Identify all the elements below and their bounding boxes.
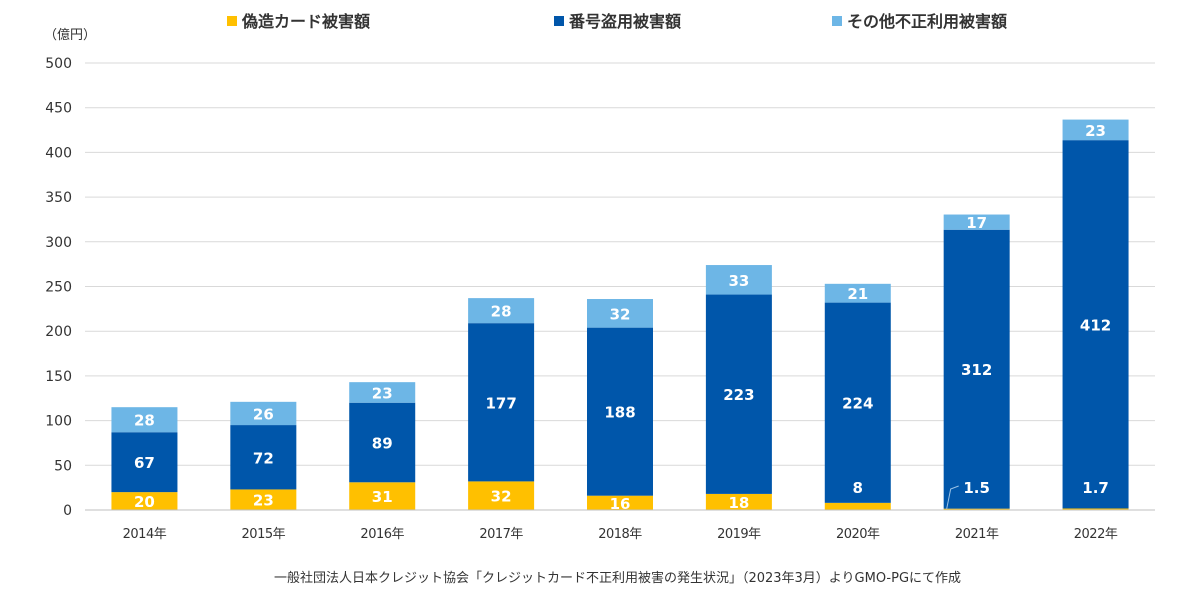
bar-segment xyxy=(468,298,535,324)
bar-segment xyxy=(230,401,297,426)
data-label: 32 xyxy=(491,488,512,506)
bar-segment xyxy=(468,481,535,510)
bar-segment xyxy=(1062,508,1129,510)
bar-segment xyxy=(230,489,297,510)
y-tick-label: 300 xyxy=(45,235,72,251)
data-label: 26 xyxy=(253,405,274,423)
bar-segment xyxy=(943,214,1010,230)
leader-line xyxy=(946,485,959,510)
data-label: 224 xyxy=(842,395,873,413)
bar-segment xyxy=(1062,140,1129,509)
bar-segment xyxy=(349,402,416,483)
data-label: 23 xyxy=(253,492,274,510)
bar-segment xyxy=(1062,119,1129,141)
bar-segment xyxy=(587,327,653,496)
data-label: 67 xyxy=(134,454,155,472)
bar-segment xyxy=(705,294,772,494)
x-tick-label: 2020年 xyxy=(836,527,880,542)
data-label: 223 xyxy=(723,386,754,404)
data-label: 177 xyxy=(485,394,516,412)
x-tick-label: 2018年 xyxy=(598,527,642,542)
legend-swatch xyxy=(554,16,564,26)
y-tick-label: 400 xyxy=(45,145,72,161)
bar-segment xyxy=(111,492,178,510)
bar-segment xyxy=(705,265,772,295)
legend-swatch xyxy=(832,16,842,26)
data-label: 23 xyxy=(372,384,393,402)
bar-segment xyxy=(705,493,772,510)
bar-segment xyxy=(824,502,891,510)
y-tick-label: 50 xyxy=(54,458,72,474)
y-tick-label: 200 xyxy=(45,324,72,340)
legend-label: 番号盗用被害額 xyxy=(568,12,681,31)
y-tick-label: 250 xyxy=(45,280,72,296)
legend-label: 偽造カード被害額 xyxy=(241,12,370,31)
data-label: 1.7 xyxy=(1082,479,1109,497)
data-label: 17 xyxy=(966,214,987,232)
data-label: 312 xyxy=(961,361,992,379)
y-tick-label: 350 xyxy=(45,190,72,206)
bar-segment xyxy=(824,283,891,303)
x-tick-label: 2014年 xyxy=(123,527,167,542)
x-tick-label: 2021年 xyxy=(955,527,999,542)
bar-segment xyxy=(349,382,416,403)
data-label: 20 xyxy=(134,493,155,511)
y-tick-label: 450 xyxy=(45,101,72,117)
bar-segment xyxy=(943,229,1010,509)
bar-segment xyxy=(230,425,297,490)
data-label: 188 xyxy=(604,404,635,422)
bar-segment xyxy=(587,299,653,328)
data-label: 18 xyxy=(728,494,749,512)
data-label: 28 xyxy=(491,303,512,321)
bar-segment xyxy=(468,323,535,482)
data-label: 72 xyxy=(253,449,274,467)
x-tick-label: 2015年 xyxy=(242,527,286,542)
data-label: 1.5 xyxy=(963,479,990,497)
x-tick-label: 2022年 xyxy=(1074,527,1118,542)
stacked-bar-chart: 0 50 100 150 200 250 300 350 400 450 500 （億円） 2014年 2… xyxy=(44,12,1155,542)
bar-segment xyxy=(111,432,178,493)
y-unit-label: （億円） xyxy=(44,27,96,43)
legend-swatch xyxy=(227,16,237,26)
y-tick-label: 500 xyxy=(45,56,72,72)
data-label: 28 xyxy=(134,412,155,430)
x-tick-label: 2017年 xyxy=(479,527,523,542)
data-label: 412 xyxy=(1080,316,1111,334)
x-tick-label: 2019年 xyxy=(717,527,761,542)
y-tick-label: 0 xyxy=(63,503,72,519)
data-label: 33 xyxy=(728,272,749,290)
data-label: 8 xyxy=(853,479,863,497)
data-label: 31 xyxy=(372,488,393,506)
y-tick-label: 150 xyxy=(45,369,72,385)
data-label: 89 xyxy=(372,435,393,453)
source-note: 一般社団法人日本クレジット協会「クレジットカード不正利用被害の発生状況」（202… xyxy=(273,571,962,586)
legend-label: その他不正利用被害額 xyxy=(847,12,1007,31)
x-tick-label: 2016年 xyxy=(360,527,404,542)
y-tick-label: 100 xyxy=(45,414,72,430)
bar-segment xyxy=(111,407,178,433)
data-label: 16 xyxy=(610,495,631,513)
bar-segment xyxy=(349,482,416,510)
data-label: 23 xyxy=(1085,122,1106,140)
bar-segment xyxy=(587,495,653,510)
bar-segment xyxy=(824,302,891,503)
data-label: 32 xyxy=(610,305,631,323)
bar-segment xyxy=(943,508,1010,510)
data-label: 21 xyxy=(847,285,868,303)
